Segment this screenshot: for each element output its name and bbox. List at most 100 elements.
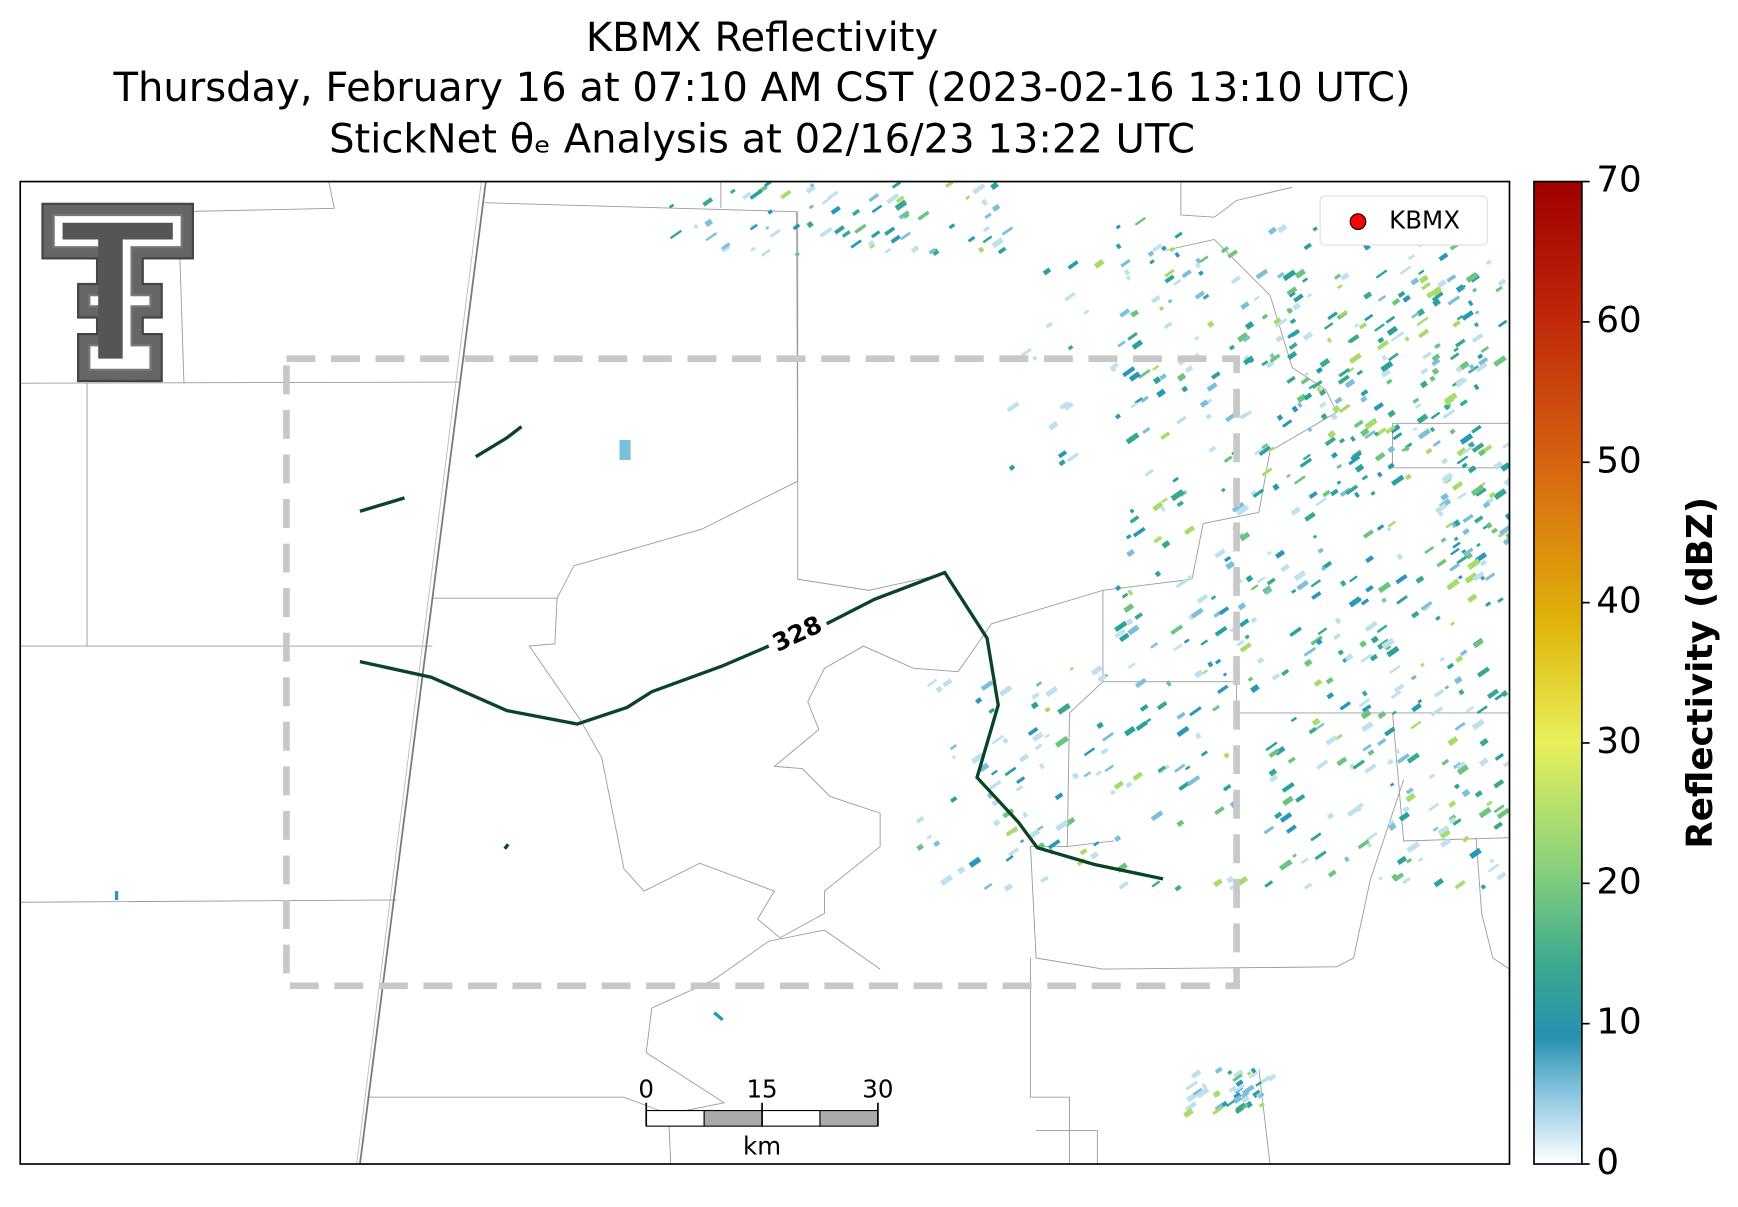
radar-echo	[1437, 824, 1450, 836]
radar-echo	[1269, 353, 1281, 363]
radar-echo	[1035, 681, 1043, 687]
radar-echo	[1406, 841, 1421, 854]
radar-echo	[1509, 882, 1510, 891]
colorbar-tick-label: 20	[1596, 861, 1641, 902]
radar-echo	[1240, 1090, 1250, 1099]
colorbar: Reflectivity (dBZ) 0 10 20 30 40 50 60 70	[1533, 160, 1721, 1183]
radar-echo	[1352, 759, 1365, 770]
radar-echo	[1126, 549, 1136, 558]
radar-echo	[1292, 302, 1302, 311]
radar-echo	[1350, 451, 1362, 461]
radar-echo	[886, 193, 900, 205]
radar-echo	[1404, 336, 1410, 342]
radar-echo	[1289, 318, 1297, 325]
radar-echo	[1256, 656, 1265, 664]
radar-echo	[1232, 1094, 1243, 1104]
radar-echo	[1332, 405, 1341, 413]
colorbar-tick-label: 10	[1596, 1002, 1641, 1043]
radar-echo	[1465, 271, 1479, 283]
radar-echo	[1391, 297, 1401, 306]
radar-echo	[1361, 721, 1374, 733]
radar-echo	[1223, 752, 1230, 759]
radar-echo	[1430, 411, 1441, 420]
radar-echo	[1226, 875, 1235, 884]
radar-echo	[1245, 574, 1254, 583]
radar-echo	[1380, 360, 1394, 373]
radar-echo	[1402, 876, 1411, 885]
radar-echo	[1164, 274, 1175, 284]
radar-echo	[1102, 731, 1115, 742]
radar-echo	[942, 678, 953, 688]
radar-echo	[982, 225, 991, 233]
radar-echo	[1144, 468, 1155, 477]
radar-echo	[1183, 638, 1190, 644]
radar-echo	[1165, 680, 1172, 687]
radar-echo	[1158, 305, 1165, 312]
radar-echo	[1326, 337, 1333, 343]
radar-echo	[1131, 339, 1144, 350]
radar-echo	[1456, 555, 1468, 565]
radar-echo	[1387, 409, 1396, 418]
radar-echo	[1042, 267, 1052, 276]
radar-echo	[1258, 1102, 1265, 1108]
radar-echo	[915, 815, 925, 824]
radar-echo	[780, 189, 792, 200]
radar-echo	[1255, 1081, 1263, 1087]
radar-echo	[669, 229, 682, 240]
radar-echo	[1058, 459, 1066, 467]
radar-echo	[1374, 431, 1379, 437]
radar-echo	[1293, 570, 1307, 582]
radar-echo	[1184, 525, 1196, 536]
radar-echo	[1358, 698, 1371, 708]
radar-echo	[1360, 709, 1372, 720]
radar-echo	[1434, 343, 1441, 350]
radar-echo	[986, 792, 993, 800]
radar-echo	[1388, 822, 1397, 831]
radar-echo	[1462, 446, 1473, 455]
radar-echo	[1468, 363, 1476, 371]
radar-echo	[1152, 243, 1163, 253]
radar-echo	[1411, 702, 1422, 713]
radar-echo	[1164, 268, 1175, 278]
radar-echo	[1349, 575, 1358, 583]
radar-echo	[1444, 685, 1450, 690]
radar-echo	[868, 193, 880, 203]
radar-echo	[988, 779, 1002, 791]
radar-echo	[1320, 413, 1328, 420]
analysis-domain	[283, 355, 1240, 990]
scale-segment	[703, 1109, 763, 1127]
radar-echo	[1306, 292, 1313, 299]
radar-echo	[1377, 710, 1387, 720]
radar-echo	[949, 743, 958, 751]
radar-echo	[990, 181, 999, 190]
radar-echo	[1415, 403, 1422, 409]
radar-echo	[1031, 731, 1044, 742]
radar-echo	[1402, 294, 1411, 303]
radar-echo	[1067, 260, 1079, 270]
radar-echo	[1286, 307, 1294, 314]
radar-echo	[1369, 653, 1379, 662]
radar-echo	[1255, 268, 1269, 280]
radar-echo	[1325, 676, 1334, 685]
radar-echo	[750, 246, 757, 253]
radar-echo	[1214, 548, 1226, 559]
radar-echo	[1452, 818, 1462, 826]
radar-echo	[1313, 679, 1323, 688]
radar-echo	[1361, 690, 1368, 697]
radar-echo	[1132, 771, 1143, 781]
radar-echo	[1347, 806, 1359, 817]
radar-echo	[1505, 528, 1510, 540]
radar-echo	[1113, 780, 1124, 790]
radar-echo	[1497, 319, 1508, 328]
radar-echo	[1446, 274, 1457, 283]
radar-echo	[1461, 462, 1468, 469]
radar-echo	[619, 439, 631, 461]
legend-box	[1319, 195, 1488, 246]
radar-echo	[1387, 445, 1396, 454]
radar-echo	[1454, 721, 1466, 731]
map-background	[20, 181, 1510, 1165]
radar-echo	[1405, 787, 1414, 795]
radar-echo	[1339, 579, 1347, 587]
radar-echo	[1428, 802, 1440, 812]
radar-echo	[1154, 570, 1162, 578]
